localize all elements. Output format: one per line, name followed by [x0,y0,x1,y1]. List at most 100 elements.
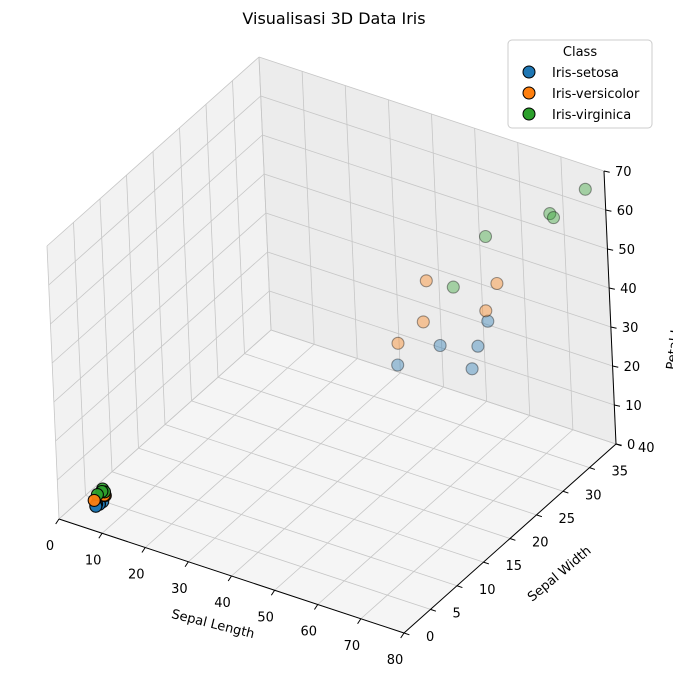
data-point [478,229,493,244]
z-tick-mark [612,365,619,368]
grid-line-z-left [57,290,270,481]
grid-line-z-back [267,251,613,367]
y-tick-mark [536,514,543,518]
data-point [479,304,493,318]
z-tick-mark [615,443,622,446]
y-tick-label: 0 [426,630,434,645]
grid-line-z-left [58,329,272,520]
z-tick-mark [607,248,614,251]
z-tick-label: 0 [627,438,635,453]
grid-line-y-floor [191,400,537,516]
grid-line-y-left [126,175,139,449]
grid-line-y-left [73,222,86,496]
x-tick-mark [314,604,319,610]
chart-title: Visualisasi 3D Data Iris [242,9,425,28]
grid-line-x-back [474,128,488,402]
tick-labels: 0102030405060708005101520253035400102030… [46,165,655,668]
grid-line-z-left [48,95,261,286]
data-point [433,338,447,353]
y-tick-label: 10 [479,583,496,598]
grid-line-z-back [260,95,606,211]
legend-label: Iris-setosa [552,66,619,81]
y-tick-label: 25 [559,512,576,527]
grid-line-y-left [179,127,192,401]
y-tick-label: 40 [638,441,655,456]
legend-marker [522,86,536,100]
grid-line-x-back [344,85,358,359]
grid-line-y-floor [85,494,431,610]
y-tick-mark [562,490,569,494]
y-tick-label: 5 [453,606,461,621]
z-axis-label: Petal Length [664,288,673,370]
z-tick-label: 50 [618,243,635,258]
y-tick-mark [403,632,410,636]
data-point [546,211,561,225]
data-point [465,362,479,376]
x-tick-label: 80 [387,653,404,668]
z-axis-line [603,170,617,445]
legend-box [507,39,653,129]
grid-line-y-floor [164,424,511,539]
z-tick-mark [610,326,617,329]
legend-items: Iris-setosa Iris-versicolor Iris-virginica [522,65,640,123]
grid-line-y-floor [217,376,564,492]
grid-line-y-floor [138,447,484,563]
grid-line-z-back [262,134,608,250]
legend-label: Iris-virginica [552,108,631,123]
x-tick-label: 30 [171,582,188,597]
x-tick-mark [55,518,60,525]
grid-line-z-back [270,329,617,445]
x-tick-label: 0 [46,539,54,554]
y-tick-label: 15 [506,559,523,574]
y-tick-label: 35 [612,465,629,480]
y-tick-mark [483,561,490,565]
x-axis-label: Sepal Length [170,607,256,642]
z-tick-label: 60 [617,204,634,219]
grid-line-y-left [258,56,272,331]
z-tick-label: 30 [622,321,639,336]
grid-line-x-back [517,142,531,416]
y-tick-label: 30 [585,488,602,503]
axis-panes [47,57,616,633]
z-tick-mark [609,287,615,290]
grid-line-x-back [387,99,401,373]
z-tick-mark [605,209,612,212]
x-tick-label: 20 [128,568,145,583]
x-tick-mark [400,632,405,639]
data-point [490,276,504,291]
legend-marker [522,107,536,121]
x-tick-label: 40 [214,596,231,611]
data-point [578,182,592,196]
y-tick-label: 20 [532,536,549,551]
data-point [419,274,433,288]
grid-line-z-left [50,134,263,325]
data-point [87,493,101,507]
x-tick-label: 70 [344,639,361,654]
grid-line-y-floor [111,471,458,587]
legend-title: Class [563,45,597,60]
grid-line-z-left [55,251,268,442]
z-tick-label: 40 [620,282,637,297]
data-point [416,315,430,329]
data-point [391,336,405,350]
grid-line-y-left [152,151,166,425]
grid-line-y-floor [244,353,590,469]
x-tick-mark [227,575,232,582]
data-point [471,339,485,353]
grid-line-z-back [258,56,605,172]
data-point [446,280,460,294]
grid-line-z-left [46,56,260,247]
grid-line-z-back [265,212,611,328]
grid-line-z-back [264,173,610,289]
grid-line-y-left [205,104,219,378]
x-tick-mark [98,532,103,539]
grid-line-y-left [232,80,245,354]
x-tick-label: 60 [300,625,317,640]
x-tick-mark [184,561,189,568]
z-tick-label: 20 [624,360,641,375]
grid-line-x-back [301,71,315,345]
data-point [391,358,405,372]
data-points [87,182,592,513]
x-tick-mark [357,618,362,625]
legend-marker [522,65,536,79]
